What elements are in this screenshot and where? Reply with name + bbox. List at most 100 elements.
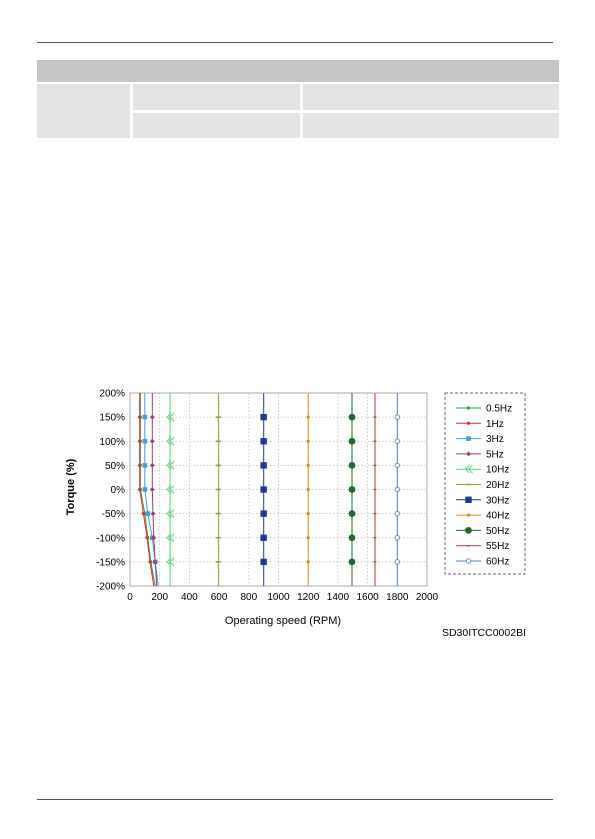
data-point [166, 557, 175, 567]
data-point [394, 559, 400, 565]
data-point [306, 439, 310, 443]
data-point [138, 463, 142, 467]
legend-label: 0.5Hz [486, 404, 512, 415]
data-point [348, 413, 356, 421]
data-point [149, 487, 155, 492]
data-point [306, 536, 310, 540]
legend-label: 10Hz [486, 465, 509, 476]
data-point [142, 438, 148, 444]
table-cell [133, 84, 300, 110]
data-point [138, 439, 142, 443]
legend-label: 20Hz [486, 480, 509, 491]
data-point [142, 463, 148, 468]
data-point [348, 510, 356, 518]
legend-swatch-marker [466, 421, 471, 425]
x-tick-label: 800 [240, 592, 257, 603]
y-tick-label: -50% [102, 509, 125, 520]
spec-table [37, 60, 559, 138]
data-point [166, 412, 175, 422]
data-point [348, 534, 356, 542]
data-point [394, 462, 400, 469]
legend-item: 60Hz [456, 557, 509, 568]
data-point [394, 414, 400, 420]
plot-frame [129, 392, 428, 587]
data-point [260, 558, 267, 566]
x-tick-label: 600 [211, 592, 228, 603]
table-cell [303, 113, 559, 138]
legend-item: 55Hz [456, 541, 509, 552]
legend-item: 50Hz [456, 526, 509, 537]
x-tick-label: 1200 [297, 592, 320, 603]
legend-label: 5Hz [486, 449, 504, 460]
series-10hz [166, 393, 175, 586]
data-point [260, 413, 267, 421]
legend-swatch-marker [465, 558, 472, 564]
table-cell [303, 84, 559, 110]
legend-label: 60Hz [486, 557, 509, 568]
data-point [260, 510, 267, 517]
series-30hz [260, 393, 267, 586]
data-point [260, 486, 267, 493]
legend-item: 0.5Hz [456, 404, 512, 415]
legend-box [444, 392, 526, 575]
data-point [166, 485, 175, 494]
data-point [166, 533, 175, 543]
data-point [394, 510, 400, 517]
torque-speed-chart: 0 200 400 600 800 1000 1200 1400 1600 1800 2000 200… [60, 383, 540, 643]
x-tick-label: 0 [127, 592, 133, 603]
data-point [152, 559, 158, 565]
y-tick-label: -150% [96, 557, 125, 568]
data-point [260, 438, 267, 445]
legend-label: 30Hz [486, 495, 509, 506]
x-tick-label: 400 [181, 592, 198, 603]
data-point [260, 534, 267, 541]
series-50hz [348, 393, 356, 586]
y-tick-label: 150% [99, 413, 125, 424]
data-point [142, 414, 148, 420]
legend-label: 3Hz [486, 434, 504, 445]
data-point [348, 558, 356, 566]
chart-svg: 0 200 400 600 800 1000 1200 1400 1600 1800 2000 200… [65, 389, 526, 640]
data-point [149, 438, 155, 444]
y-tick-label: -200% [96, 582, 125, 593]
data-point [394, 535, 400, 541]
legend-label: 55Hz [486, 541, 509, 552]
data-point [145, 511, 151, 516]
data-point [306, 560, 310, 564]
data-point [149, 462, 155, 468]
data-point [138, 487, 142, 492]
data-point [306, 463, 310, 467]
x-tick-label: 200 [151, 592, 168, 603]
y-tick-label: 100% [99, 437, 125, 448]
legend-swatch-marker [465, 527, 472, 534]
series-60hz [394, 393, 400, 586]
table-cell [133, 113, 300, 138]
legend-item: 5Hz [456, 449, 504, 460]
data-point [306, 487, 310, 492]
table-row-label-cell [37, 84, 130, 138]
data-point [348, 486, 356, 493]
x-axis-label: Operating speed (RPM) [225, 615, 341, 627]
data-point [138, 415, 142, 419]
legend-item: 10Hz [456, 465, 509, 476]
legend-item: 1Hz [456, 419, 504, 430]
data-point [394, 486, 400, 493]
legend-item: 30Hz [456, 495, 509, 506]
data-point [148, 560, 152, 564]
data-point [348, 461, 356, 469]
y-tick-label: -100% [96, 533, 125, 544]
legend-swatch-marker [464, 464, 473, 474]
data-point [166, 436, 175, 446]
series-5hz [149, 393, 158, 587]
legend-item: 40Hz [456, 511, 509, 522]
data-point [150, 511, 156, 517]
x-tick-label: 1400 [327, 592, 350, 603]
data-point [348, 437, 356, 445]
x-tick-label: 1800 [386, 592, 409, 603]
legend-swatch-marker [466, 406, 471, 410]
data-point [260, 462, 267, 469]
y-axis-label: Torque (%) [65, 458, 77, 515]
x-tick-label: 1600 [356, 592, 379, 603]
legend-label: 50Hz [486, 526, 509, 537]
legend-item: 3Hz [456, 434, 504, 445]
